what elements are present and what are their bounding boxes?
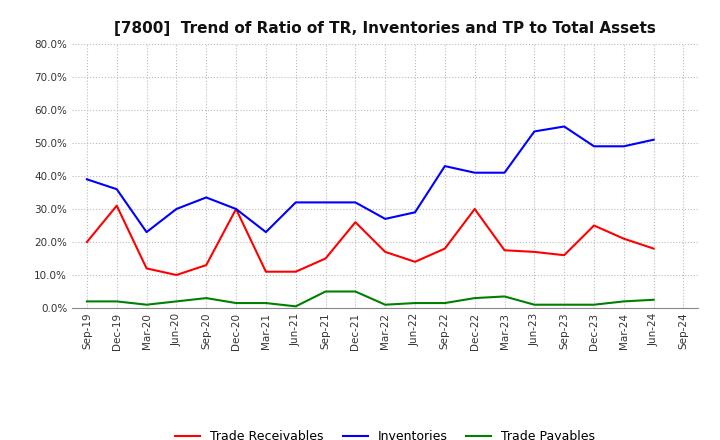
Trade Receivables bbox=[410, 259, 419, 264]
Trade Receivables bbox=[500, 248, 509, 253]
Inventories bbox=[292, 200, 300, 205]
Inventories bbox=[470, 170, 479, 175]
Trade Payables bbox=[83, 299, 91, 304]
Trade Receivables bbox=[261, 269, 270, 275]
Trade Payables bbox=[649, 297, 658, 302]
Inventories bbox=[530, 129, 539, 134]
Trade Receivables bbox=[143, 266, 151, 271]
Inventories bbox=[619, 143, 628, 149]
Trade Receivables bbox=[351, 220, 360, 225]
Inventories bbox=[351, 200, 360, 205]
Inventories bbox=[261, 230, 270, 235]
Trade Receivables bbox=[560, 253, 569, 258]
Inventories bbox=[410, 210, 419, 215]
Trade Payables bbox=[351, 289, 360, 294]
Inventories bbox=[112, 187, 121, 192]
Trade Payables bbox=[560, 302, 569, 307]
Trade Receivables bbox=[530, 249, 539, 254]
Trade Payables bbox=[410, 301, 419, 306]
Trade Payables bbox=[530, 302, 539, 307]
Trade Payables bbox=[500, 294, 509, 299]
Trade Receivables bbox=[590, 223, 598, 228]
Trade Payables bbox=[441, 301, 449, 306]
Inventories bbox=[143, 230, 151, 235]
Trade Receivables bbox=[619, 236, 628, 241]
Inventories bbox=[500, 170, 509, 175]
Trade Receivables bbox=[172, 272, 181, 278]
Inventories bbox=[202, 195, 210, 200]
Trade Receivables bbox=[292, 269, 300, 275]
Trade Receivables bbox=[83, 239, 91, 245]
Trade Receivables bbox=[649, 246, 658, 251]
Inventories bbox=[172, 206, 181, 212]
Trade Payables bbox=[172, 299, 181, 304]
Inventories bbox=[590, 143, 598, 149]
Trade Payables bbox=[619, 299, 628, 304]
Title: [7800]  Trend of Ratio of TR, Inventories and TP to Total Assets: [7800] Trend of Ratio of TR, Inventories… bbox=[114, 21, 656, 36]
Trade Payables bbox=[112, 299, 121, 304]
Inventories bbox=[321, 200, 330, 205]
Line: Trade Receivables: Trade Receivables bbox=[87, 206, 654, 275]
Trade Payables bbox=[232, 301, 240, 306]
Inventories bbox=[441, 163, 449, 169]
Inventories bbox=[232, 206, 240, 212]
Trade Receivables bbox=[232, 206, 240, 212]
Trade Receivables bbox=[112, 203, 121, 209]
Trade Receivables bbox=[441, 246, 449, 251]
Trade Payables bbox=[321, 289, 330, 294]
Trade Payables bbox=[470, 296, 479, 301]
Line: Trade Payables: Trade Payables bbox=[87, 292, 654, 306]
Line: Inventories: Inventories bbox=[87, 126, 654, 232]
Inventories bbox=[381, 216, 390, 221]
Trade Payables bbox=[292, 304, 300, 309]
Trade Receivables bbox=[202, 262, 210, 268]
Trade Payables bbox=[590, 302, 598, 307]
Legend: Trade Receivables, Inventories, Trade Payables: Trade Receivables, Inventories, Trade Pa… bbox=[170, 425, 600, 440]
Trade Payables bbox=[202, 296, 210, 301]
Trade Receivables bbox=[381, 249, 390, 254]
Inventories bbox=[649, 137, 658, 142]
Trade Payables bbox=[381, 302, 390, 307]
Trade Payables bbox=[143, 302, 151, 307]
Trade Receivables bbox=[470, 206, 479, 212]
Inventories bbox=[560, 124, 569, 129]
Inventories bbox=[83, 176, 91, 182]
Trade Receivables bbox=[321, 256, 330, 261]
Trade Payables bbox=[261, 301, 270, 306]
